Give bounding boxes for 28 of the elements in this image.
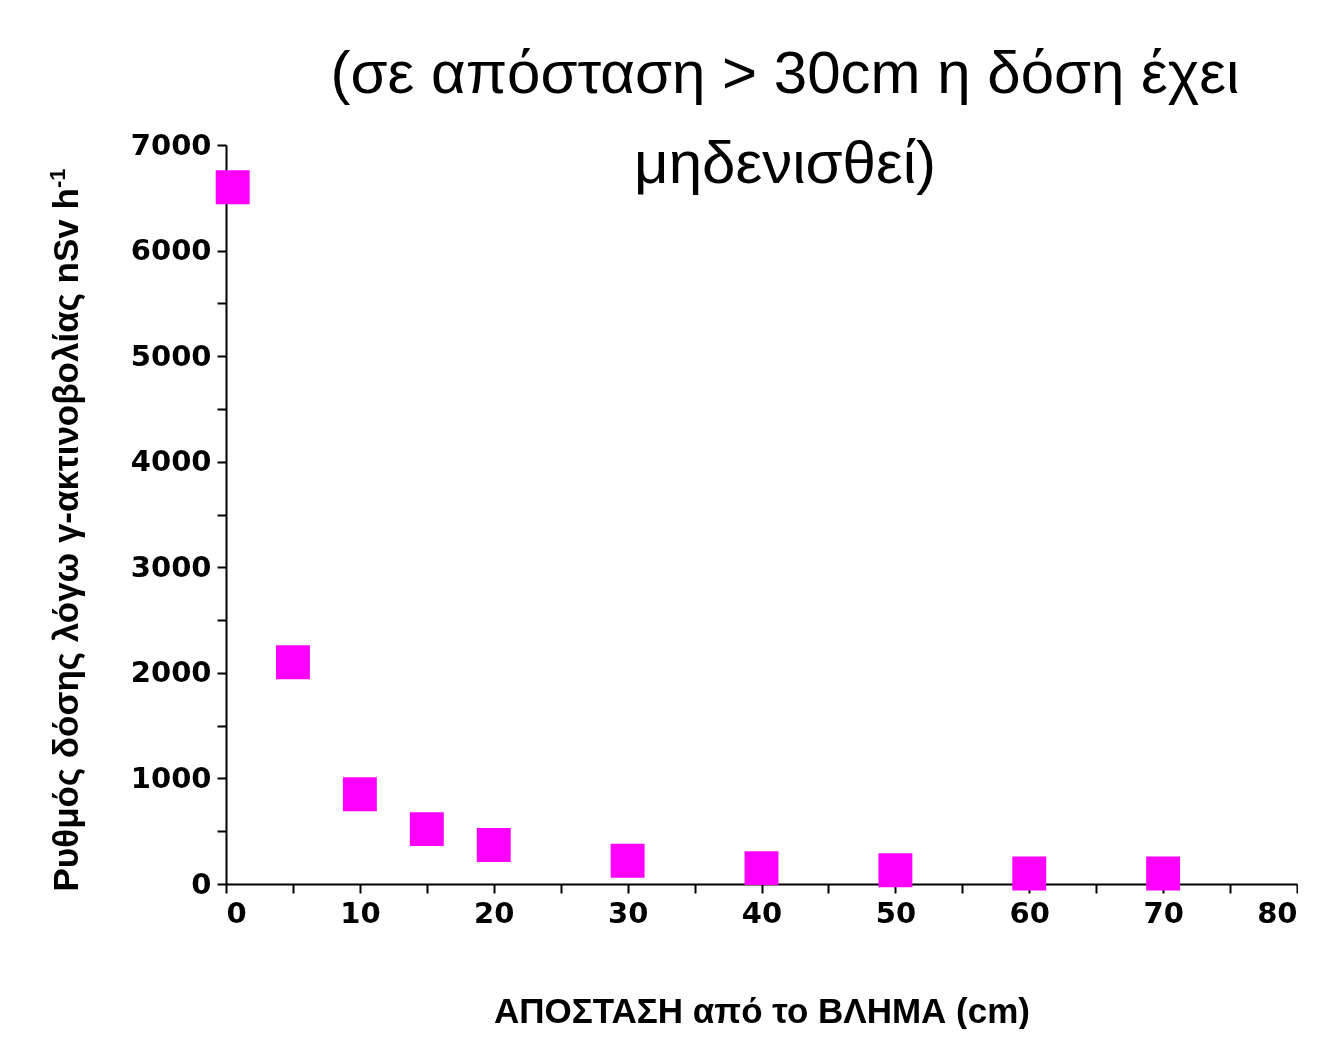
point [476,827,511,862]
point [878,853,913,888]
point [215,170,250,205]
y-tick-label: 4000 [130,444,212,479]
x-tick-label: 50 [875,895,917,930]
x-tick-label: 10 [340,895,381,930]
point [1146,856,1181,891]
x-tick-label: 60 [1009,895,1050,930]
x-tick-label: 30 [607,895,649,930]
x-tick-label: 70 [1143,895,1184,930]
point [610,843,645,878]
y-tick-label: 7000 [130,127,212,162]
point [342,777,377,812]
x-tick-label: 40 [741,895,783,930]
y-tick-label: 6000 [130,233,212,268]
y-tick-label: 3000 [130,549,212,584]
point [744,851,779,886]
x-tick-label: 0 [226,895,247,930]
y-tick-label: 5000 [130,338,212,373]
y-tick-label: 0 [191,866,212,901]
y-tick-label: 2000 [130,655,212,690]
y-tick-label: 1000 [130,760,212,795]
x-tick-label: 80 [1257,895,1298,930]
x-tick-label: 20 [474,895,515,930]
point [1012,856,1047,891]
point [275,645,310,680]
chart-title: (σε απόσταση > 30cm η δόση έχει μηδενισθεί) [329,38,1241,198]
point [409,812,444,847]
